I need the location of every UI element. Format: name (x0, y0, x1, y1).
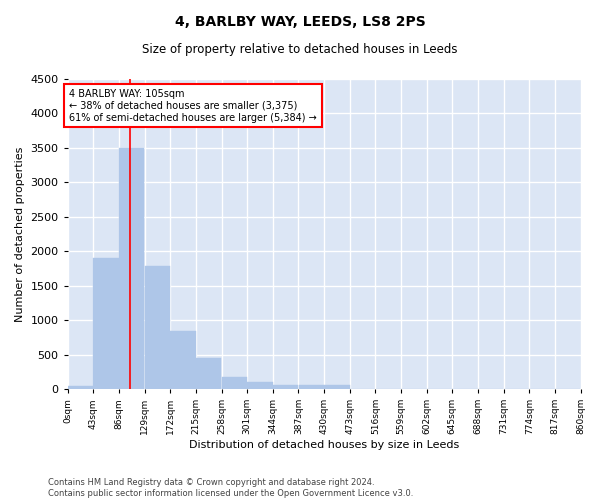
Bar (145, 266, 170, 389)
Text: 4 BARLBY WAY: 105sqm
← 38% of detached houses are smaller (3,375)
61% of semi-de: 4 BARLBY WAY: 105sqm ← 38% of detached h… (69, 90, 317, 122)
Bar (68, 386, 93, 389)
Bar (170, 331, 196, 389)
Bar (299, 386, 324, 389)
X-axis label: Distribution of detached houses by size in Leeds: Distribution of detached houses by size … (189, 440, 459, 450)
Bar (273, 384, 298, 389)
Bar (324, 386, 350, 389)
Text: Size of property relative to detached houses in Leeds: Size of property relative to detached ho… (142, 42, 458, 56)
Bar (196, 358, 221, 389)
Bar (247, 382, 272, 389)
Bar (221, 377, 247, 389)
Bar (94, 258, 119, 389)
Bar (119, 148, 145, 389)
Text: 4, BARLBY WAY, LEEDS, LS8 2PS: 4, BARLBY WAY, LEEDS, LS8 2PS (175, 15, 425, 29)
Y-axis label: Number of detached properties: Number of detached properties (15, 146, 25, 322)
Text: Contains HM Land Registry data © Crown copyright and database right 2024.
Contai: Contains HM Land Registry data © Crown c… (48, 478, 413, 498)
